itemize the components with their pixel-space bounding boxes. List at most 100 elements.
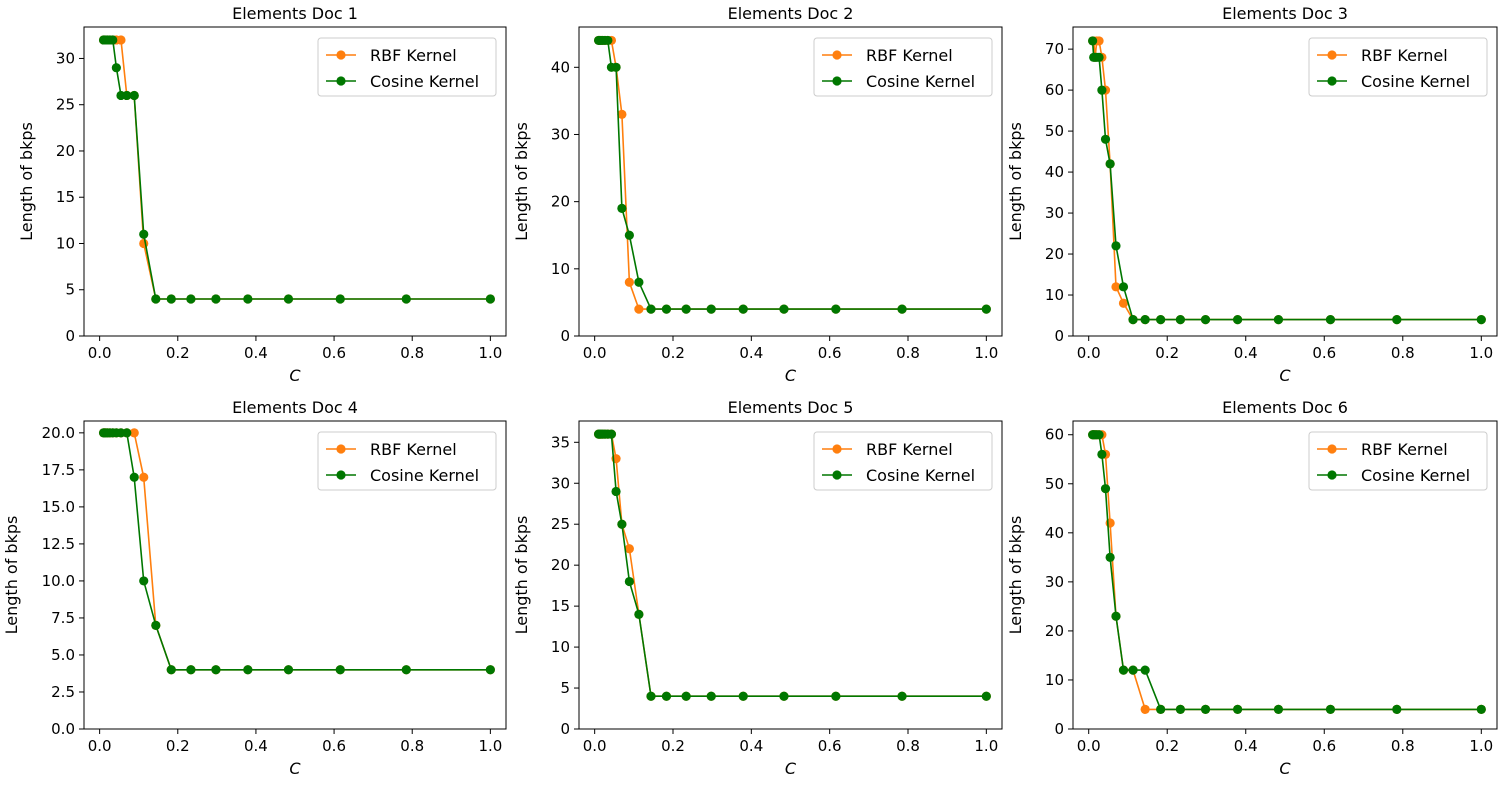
y-tick-label: 5.0	[51, 646, 75, 664]
y-tick-label: 60	[1045, 81, 1064, 99]
data-point	[661, 691, 672, 701]
data-point	[1118, 298, 1129, 308]
y-tick-label: 50	[1045, 475, 1064, 493]
subplot-title: Elements Doc 5	[728, 398, 854, 417]
data-point	[243, 665, 253, 675]
y-tick-label: 17.5	[42, 461, 75, 479]
x-axis-label: C	[289, 366, 301, 385]
subplot-6: Elements Doc 6 0.0 0.2 0.4 0.6 0.8 1.0 0 10 20 30 4…	[1006, 398, 1498, 778]
subplot-3: Elements Doc 3 0.0 0.2 0.4 0.6 0.8 1.0 0 10 20 30 4…	[1006, 4, 1498, 385]
x-tick-label: 0.4	[739, 344, 763, 362]
data-point	[1273, 315, 1284, 325]
legend-entry: RBF Kernel	[370, 46, 457, 65]
legend-entry: Cosine Kernel	[370, 72, 479, 91]
y-tick-label: 20.0	[42, 424, 75, 442]
x-tick-label: 0.6	[818, 737, 842, 755]
y-tick-label: 7.5	[51, 609, 75, 627]
subplot-5: Elements Doc 5 0.0 0.2 0.4 0.6 0.8 1.0 0 5 10 15 20…	[512, 398, 1003, 778]
data-point	[981, 691, 991, 701]
data-point	[1118, 282, 1129, 292]
legend-box	[1308, 431, 1488, 491]
data-point	[646, 691, 656, 701]
legend-box	[813, 37, 993, 97]
data-point	[1140, 665, 1150, 675]
data-point	[981, 304, 991, 314]
data-point	[139, 472, 149, 482]
data-point	[897, 304, 907, 314]
data-point	[617, 519, 627, 529]
data-point	[1156, 704, 1166, 714]
legend-marker	[1327, 444, 1337, 454]
x-tick-label: 1.0	[478, 737, 502, 755]
y-axis-label: Length of bkps	[512, 516, 531, 635]
data-point	[831, 691, 841, 701]
y-tick-label: 60	[1045, 426, 1064, 444]
series-cosine	[98, 35, 495, 304]
legend-marker	[336, 50, 346, 60]
y-tick-label: 30	[1045, 204, 1064, 222]
y-tick-label: 35	[551, 433, 570, 451]
data-point	[779, 304, 789, 314]
data-point	[166, 665, 176, 675]
data-point	[1392, 315, 1402, 325]
x-axis-label: C	[1279, 366, 1291, 385]
legend-entry: RBF Kernel	[866, 46, 953, 65]
data-point	[485, 294, 495, 304]
legend: RBF Kernel Cosine Kernel	[317, 431, 497, 491]
y-tick-label: 12.5	[42, 535, 75, 553]
x-tick-label: 0.4	[1234, 737, 1258, 755]
x-tick-label: 0.8	[400, 344, 424, 362]
x-tick-label: 0.0	[1077, 344, 1101, 362]
data-point	[606, 429, 617, 439]
subplot-1: Elements Doc 1 0.0 0.2 0.4 0.6 0.8 1.0 0 5 10 15 20…	[17, 4, 507, 385]
legend-box	[1308, 37, 1488, 97]
legend: RBF Kernel Cosine Kernel	[813, 37, 993, 97]
data-point	[129, 428, 139, 438]
y-tick-label: 5	[65, 281, 75, 299]
legend-marker	[832, 50, 842, 60]
legend-entry: Cosine Kernel	[1361, 72, 1470, 91]
legend-entry: Cosine Kernel	[1361, 466, 1470, 485]
legend-box	[813, 431, 993, 491]
legend-box	[317, 37, 497, 97]
data-point	[186, 665, 196, 675]
data-point	[624, 277, 634, 287]
data-point	[1476, 704, 1486, 714]
y-tick-label: 0	[65, 327, 75, 345]
legend-marker	[1327, 76, 1337, 86]
x-axis-label: C	[1279, 759, 1291, 778]
y-tick-label: 40	[1045, 524, 1064, 542]
x-tick-label: 0.2	[1155, 737, 1179, 755]
x-tick-label: 0.8	[896, 737, 920, 755]
legend-entry: RBF Kernel	[370, 440, 457, 459]
x-tick-label: 0.0	[88, 344, 112, 362]
data-point	[1200, 315, 1211, 325]
x-tick-label: 0.8	[1391, 737, 1415, 755]
y-tick-label: 25	[56, 96, 75, 114]
series-cosine	[98, 428, 495, 675]
data-point	[401, 665, 411, 675]
x-tick-label: 1.0	[974, 344, 998, 362]
x-tick-label: 0.2	[166, 737, 190, 755]
x-tick-label: 0.4	[244, 737, 268, 755]
y-tick-label: 20	[551, 193, 570, 211]
x-tick-label: 0.2	[661, 344, 685, 362]
x-tick-label: 0.2	[166, 344, 190, 362]
data-point	[681, 304, 691, 314]
data-point	[1392, 704, 1402, 714]
legend-marker	[1327, 50, 1337, 60]
y-tick-label: 40	[1045, 163, 1064, 181]
data-point	[624, 576, 634, 587]
y-tick-label: 10	[551, 638, 570, 656]
data-point	[738, 691, 748, 701]
y-tick-label: 0	[1054, 327, 1064, 345]
y-tick-label: 0	[1054, 720, 1064, 738]
data-point	[1140, 704, 1150, 714]
data-point	[151, 620, 161, 630]
x-axis-label: C	[289, 759, 301, 778]
y-tick-label: 10	[551, 260, 570, 278]
data-point	[211, 294, 221, 304]
series-cosine	[593, 429, 991, 701]
data-point	[166, 294, 176, 304]
